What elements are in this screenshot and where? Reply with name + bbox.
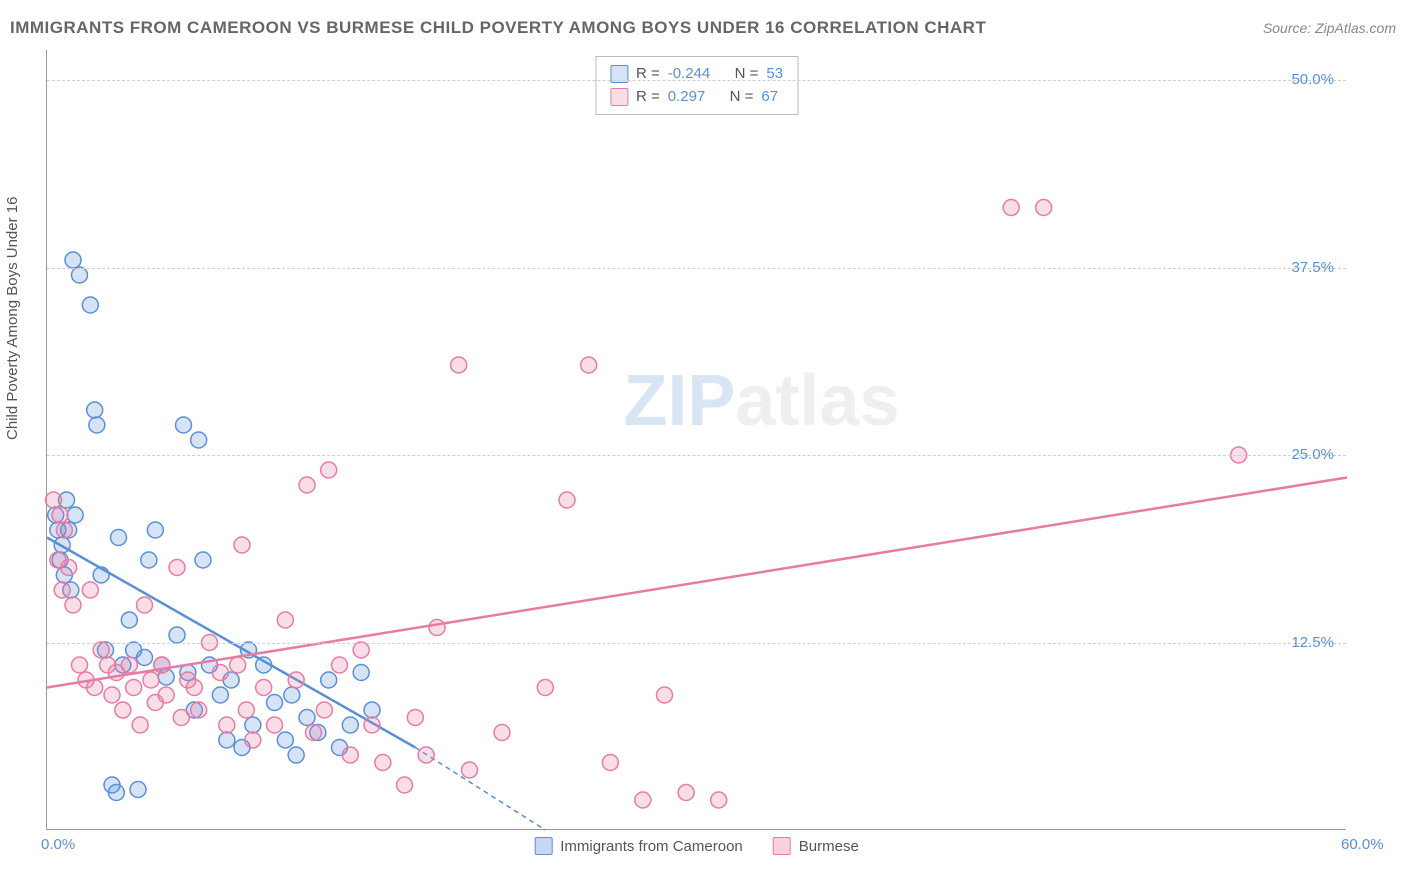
- legend-label-cameroon: Immigrants from Cameroon: [560, 838, 743, 855]
- grid-line: [47, 455, 1346, 456]
- chart-title: IMMIGRANTS FROM CAMEROON VS BURMESE CHIL…: [10, 18, 986, 38]
- r-value-0: -0.244: [668, 63, 711, 86]
- chart-header: IMMIGRANTS FROM CAMEROON VS BURMESE CHIL…: [10, 18, 1396, 38]
- r-label-1: R =: [636, 86, 660, 109]
- y-tick-label: 37.5%: [1291, 259, 1334, 276]
- n-label-0: N =: [735, 63, 759, 86]
- n-value-1: 67: [761, 86, 778, 109]
- legend-bottom-item-0: Immigrants from Cameroon: [534, 837, 743, 855]
- scatter-svg: [47, 50, 1347, 830]
- legend-bottom: Immigrants from Cameroon Burmese: [534, 837, 859, 855]
- legend-bottom-item-1: Burmese: [773, 837, 859, 855]
- grid-line: [47, 643, 1346, 644]
- legend-stats-box: R = -0.244 N = 53 R = 0.297 N = 67: [595, 56, 798, 115]
- n-value-0: 53: [766, 63, 783, 86]
- chart-source: Source: ZipAtlas.com: [1263, 20, 1396, 36]
- y-axis-label: Child Poverty Among Boys Under 16: [4, 197, 21, 440]
- swatch-burmese: [610, 88, 628, 106]
- y-tick-label: 12.5%: [1291, 634, 1334, 651]
- grid-line: [47, 80, 1346, 81]
- n-label-1: N =: [730, 86, 754, 109]
- source-prefix: Source:: [1263, 20, 1315, 36]
- r-value-1: 0.297: [668, 86, 706, 109]
- y-tick-label: 25.0%: [1291, 446, 1334, 463]
- x-tick-label: 60.0%: [1341, 836, 1384, 853]
- y-tick-label: 50.0%: [1291, 71, 1334, 88]
- legend-swatch-cameroon: [534, 837, 552, 855]
- legend-stats-row-1: R = 0.297 N = 67: [610, 86, 783, 109]
- grid-line: [47, 268, 1346, 269]
- chart-plot-area: ZIPatlas R = -0.244 N = 53 R = 0.297 N =…: [46, 50, 1346, 830]
- r-label-0: R =: [636, 63, 660, 86]
- source-name: ZipAtlas.com: [1315, 20, 1396, 36]
- legend-label-burmese: Burmese: [799, 838, 859, 855]
- x-tick-label: 0.0%: [41, 836, 75, 853]
- legend-swatch-burmese: [773, 837, 791, 855]
- legend-stats-row-0: R = -0.244 N = 53: [610, 63, 783, 86]
